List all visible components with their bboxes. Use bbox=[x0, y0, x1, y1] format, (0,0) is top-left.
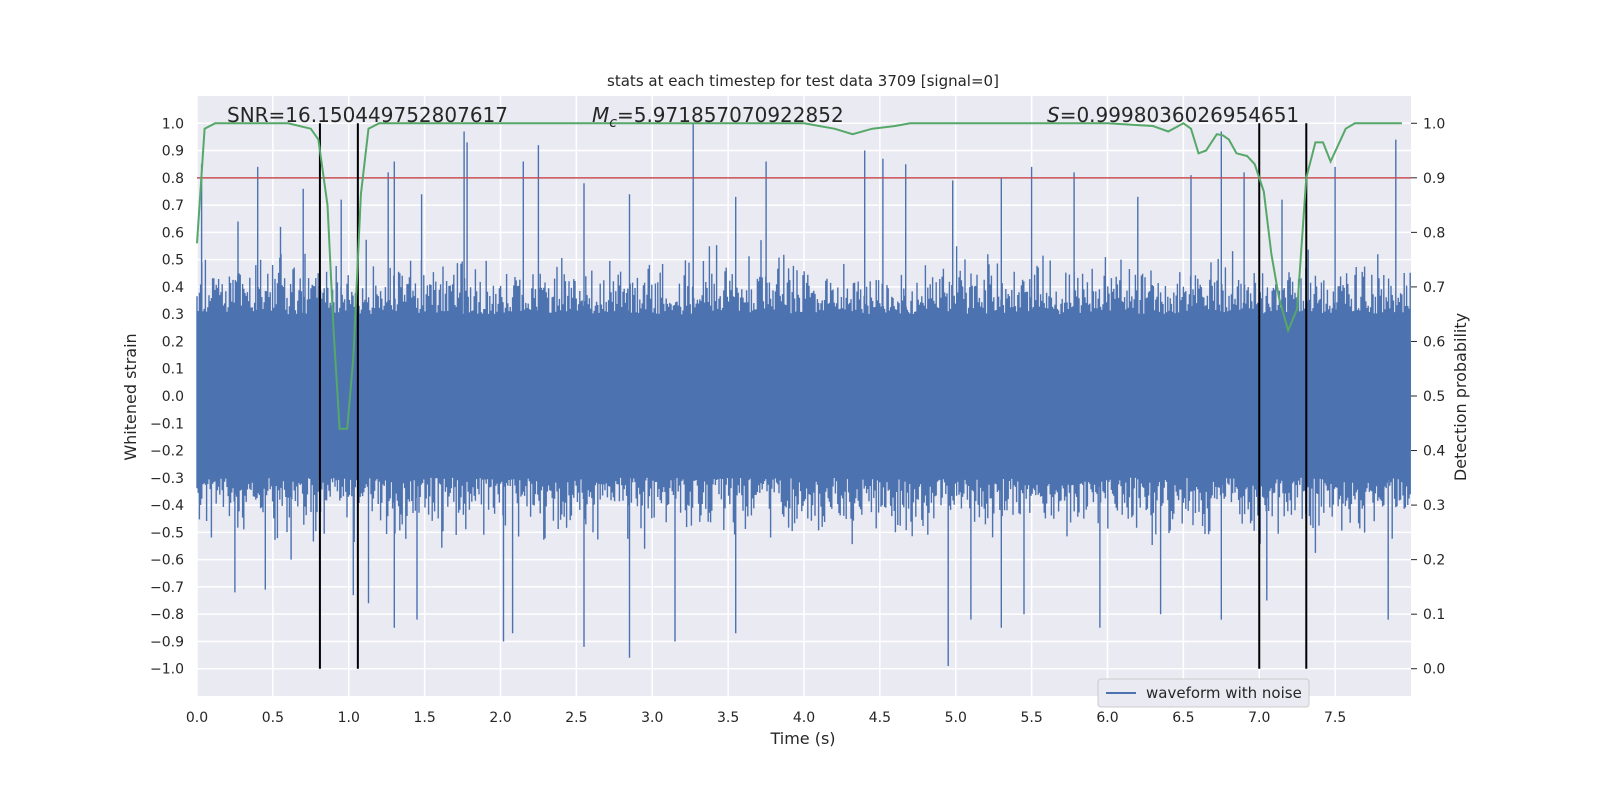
y-tick-label: 0.9 bbox=[162, 144, 184, 160]
x-tick-label: 1.5 bbox=[413, 710, 435, 726]
y-tick-label: 0.2 bbox=[162, 334, 184, 350]
x-tick-label: 6.0 bbox=[1096, 710, 1118, 726]
y-tick-label: 0.6 bbox=[162, 225, 184, 241]
y2-axis-label: Detection probability bbox=[1451, 313, 1470, 481]
x-tick-label: 1.0 bbox=[338, 710, 360, 726]
y-tick-label: −0.7 bbox=[150, 580, 184, 596]
x-tick-label: 4.0 bbox=[793, 710, 815, 726]
vertical-marker-lines bbox=[318, 123, 1308, 669]
x-tick-label: 7.0 bbox=[1248, 710, 1270, 726]
x-tick-label: 0.5 bbox=[262, 710, 284, 726]
s-annotation: S=0.9998036026954651 bbox=[1047, 103, 1299, 127]
s-symbol: S bbox=[1047, 103, 1060, 127]
s-value: =0.9998036026954651 bbox=[1060, 103, 1299, 127]
x-tick-label: 4.5 bbox=[869, 710, 891, 726]
y-tick-label: −0.4 bbox=[150, 498, 184, 514]
y-tick-label: 1.0 bbox=[162, 116, 184, 132]
y-tick-label: 0.0 bbox=[162, 389, 184, 405]
y-tick-label: 0.5 bbox=[162, 253, 184, 269]
x-tick-label: 2.5 bbox=[565, 710, 587, 726]
y-tick-label: −0.6 bbox=[150, 553, 184, 569]
x-tick-label: 0.0 bbox=[186, 710, 208, 726]
y-tick-label: 0.8 bbox=[162, 171, 184, 187]
legend: waveform with noise bbox=[1097, 678, 1310, 708]
y-tick-label: 0.1 bbox=[162, 362, 184, 378]
y-tick-label: −0.5 bbox=[150, 525, 184, 541]
x-tick-label: 5.5 bbox=[1020, 710, 1042, 726]
waveform-series bbox=[196, 123, 1411, 666]
y-axis-label: Whitened strain bbox=[121, 333, 140, 460]
x-tick-label: 7.5 bbox=[1324, 710, 1346, 726]
x-tick-label: 3.0 bbox=[641, 710, 663, 726]
snr-annotation: SNR=16.150449752807617 bbox=[227, 103, 508, 127]
legend-box bbox=[1097, 678, 1310, 708]
mc-value: =5.971857070922852 bbox=[617, 103, 844, 127]
x-tick-label: 2.0 bbox=[489, 710, 511, 726]
x-tick-label: 6.5 bbox=[1172, 710, 1194, 726]
y2-tick-label: 0.6 bbox=[1423, 334, 1445, 350]
y2-tick-label: 0.3 bbox=[1423, 498, 1445, 514]
y-tick-label: −0.2 bbox=[150, 444, 184, 460]
detection-probability-line bbox=[196, 122, 1402, 430]
y-tick-label: −0.8 bbox=[150, 607, 184, 623]
y2-tick-label: 0.1 bbox=[1423, 607, 1445, 623]
y-tick-label: 0.3 bbox=[162, 307, 184, 323]
x-tick-label: 5.0 bbox=[945, 710, 967, 726]
y-tick-label: −1.0 bbox=[150, 662, 184, 678]
y2-tick-label: 0.8 bbox=[1423, 225, 1445, 241]
legend-label-waveform: waveform with noise bbox=[1146, 684, 1302, 702]
y-tick-label: −0.9 bbox=[150, 634, 184, 650]
y2-tick-label: 1.0 bbox=[1423, 116, 1445, 132]
y-tick-label: 0.7 bbox=[162, 198, 184, 214]
x-tick-labels: 0.0 0.5 1.0 1.5 2.0 2.5 3.0 3.5 4.0 4.5 5.0 5.5 6.0 6… bbox=[186, 710, 1346, 726]
mc-subscript: c bbox=[609, 115, 617, 131]
y-tick-label: 0.4 bbox=[162, 280, 184, 296]
y-tick-label: −0.3 bbox=[150, 471, 184, 487]
x-axis-label: Time (s) bbox=[769, 729, 835, 748]
y-tick-labels: −1.0 −0.9 −0.8 −0.7 −0.6 −0.5 −0.4 −0.3 −0.2 −0.1… bbox=[150, 116, 184, 677]
y2-tick-labels: 0.0 0.1 0.2 0.3 0.4 0.5 0.6 0.7 0.8 0.9 1.0 bbox=[1411, 116, 1445, 678]
y2-tick-label: 0.9 bbox=[1423, 171, 1445, 187]
y2-tick-label: 0.5 bbox=[1423, 389, 1445, 405]
y2-tick-label: 0.7 bbox=[1423, 280, 1445, 296]
chart-title: stats at each timestep for test data 370… bbox=[607, 72, 999, 90]
y-tick-label: −0.1 bbox=[150, 416, 184, 432]
chirp-mass-annotation: Mc=5.971857070922852 bbox=[592, 103, 844, 131]
y2-tick-label: 0.4 bbox=[1423, 444, 1445, 460]
y2-tick-label: 0.0 bbox=[1423, 662, 1445, 678]
mc-symbol: M bbox=[592, 103, 609, 127]
y2-tick-label: 0.2 bbox=[1423, 553, 1445, 569]
x-tick-label: 3.5 bbox=[717, 710, 739, 726]
